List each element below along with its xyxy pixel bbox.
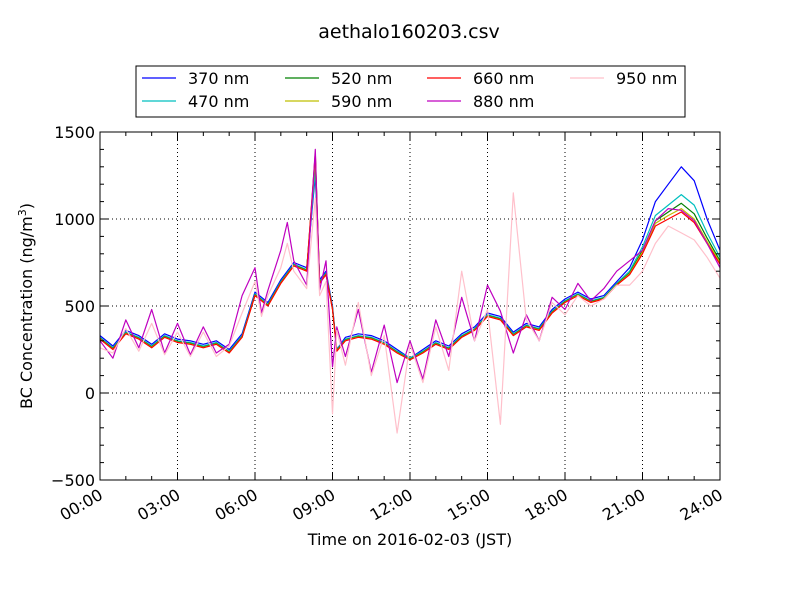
y-tick-label: 0 xyxy=(85,384,95,403)
legend-label-660-nm: 660 nm xyxy=(473,69,534,88)
y-axis-label: BC Concentration (ng/m3) xyxy=(16,203,36,409)
legend-label-370-nm: 370 nm xyxy=(188,69,249,88)
legend-label-590-nm: 590 nm xyxy=(331,92,392,111)
legend-label-470-nm: 470 nm xyxy=(188,92,249,111)
y-axis-label-close: ) xyxy=(17,203,36,209)
series-line-950-nm xyxy=(99,192,721,434)
x-axis-label: Time on 2016-02-03 (JST) xyxy=(307,530,512,549)
y-tick-label: 500 xyxy=(64,297,95,316)
y-tick-label: 1000 xyxy=(54,210,95,229)
legend: 370 nm 470 nm 520 nm 590 nm 660 nm 880 nm 950 … xyxy=(135,65,686,118)
series-line-880-nm xyxy=(99,148,721,384)
legend-label-520-nm: 520 nm xyxy=(331,69,392,88)
grid xyxy=(100,132,720,480)
y-tick-label: −500 xyxy=(51,471,95,490)
legend-box xyxy=(135,65,686,118)
series-line-470-nm xyxy=(99,169,721,359)
legend-label-880-nm: 880 nm xyxy=(473,92,534,111)
svg-text:BC Concentration (ng/m3): BC Concentration (ng/m3) xyxy=(16,203,36,409)
y-axis-label-text: BC Concentration (ng/m xyxy=(17,216,36,409)
legend-label-950-nm: 950 nm xyxy=(616,69,677,88)
chart-title: aethalo160203.csv xyxy=(318,21,500,43)
series-line-370-nm xyxy=(99,166,721,359)
y-tick-label: 1500 xyxy=(54,123,95,142)
y-axis-label-sup: 3 xyxy=(16,209,29,216)
series-layer xyxy=(99,148,721,434)
